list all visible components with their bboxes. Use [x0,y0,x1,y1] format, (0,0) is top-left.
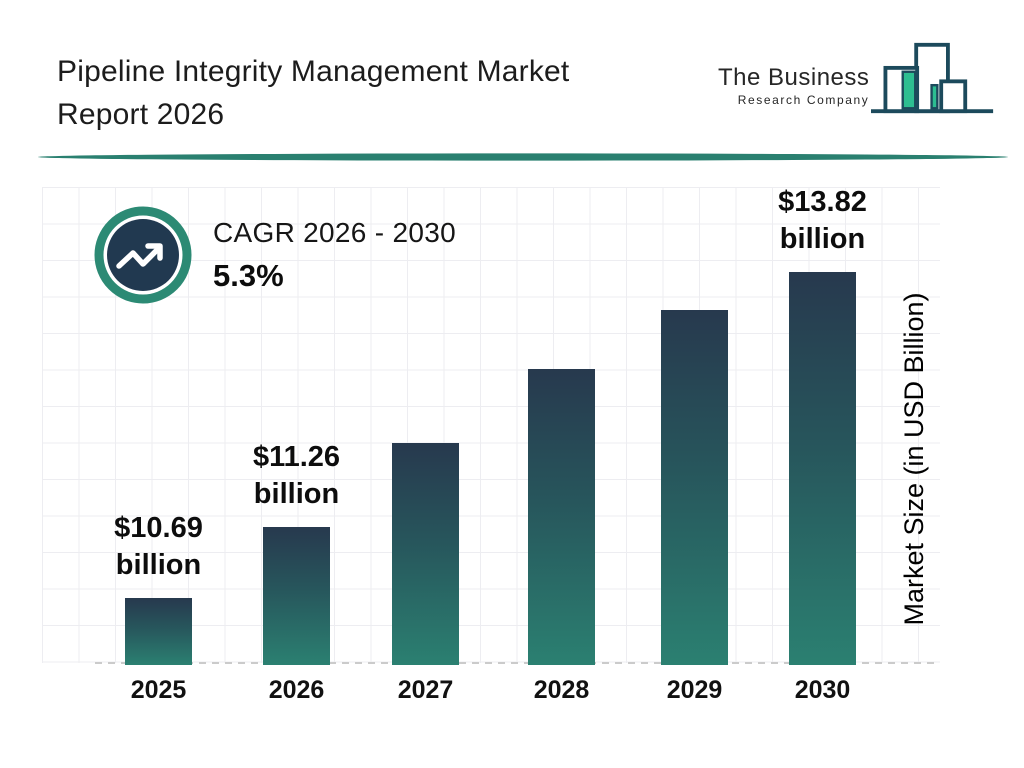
cagr-value: 5.3% [213,258,284,293]
divider-line [38,153,1008,161]
bar-value-amount: $11.26 [252,441,341,473]
x-tick-2027: 2027 [397,676,454,704]
y-axis-title: Market Size (in USD Billion) [899,292,929,626]
bar-value-unit: billion [779,223,866,255]
bar-value-unit: billion [115,549,202,581]
x-axis-baseline [95,662,940,664]
x-tick-2030: 2030 [794,676,851,704]
bar-2026 [263,527,330,665]
cagr-label: CAGR 2026 - 2030 [213,217,456,248]
bar-chart-logo-icon [871,42,994,114]
x-tick-2025: 2025 [130,676,187,704]
page-title-line1: Pipeline Integrity Management Market [57,55,570,88]
bar-value-unit: billion [253,478,340,510]
company-logo-text: The Business Research Company [718,64,869,107]
x-tick-2026: 2026 [268,676,325,704]
bar-2029 [661,310,728,665]
trending-up-icon [94,206,192,304]
company-name: The Business [718,64,870,91]
x-tick-2029: 2029 [666,676,723,704]
bar-2025 [125,598,192,665]
cagr-text: CAGR 2026 - 2030 5.3% [213,205,456,305]
bar-value-amount: $13.82 [778,186,867,218]
x-tick-2028: 2028 [533,676,590,704]
page-title-line2: Report 2026 [57,98,225,131]
company-logo: The Business Research Company [718,38,996,117]
page-title: Pipeline Integrity Management Market Rep… [57,50,569,136]
bar-2027 [392,443,459,665]
cagr-badge: CAGR 2026 - 2030 5.3% [93,205,456,305]
bar-2028 [528,369,595,665]
bar-value-label-2025: $10.69 billion [114,510,203,584]
company-subname: Research Company [737,93,870,107]
bar-value-label-2030: $13.82 billion [778,184,867,258]
bar-value-label-2026: $11.26 billion [253,439,340,513]
bar-value-amount: $10.69 [114,512,203,544]
bar-2030 [789,272,856,665]
